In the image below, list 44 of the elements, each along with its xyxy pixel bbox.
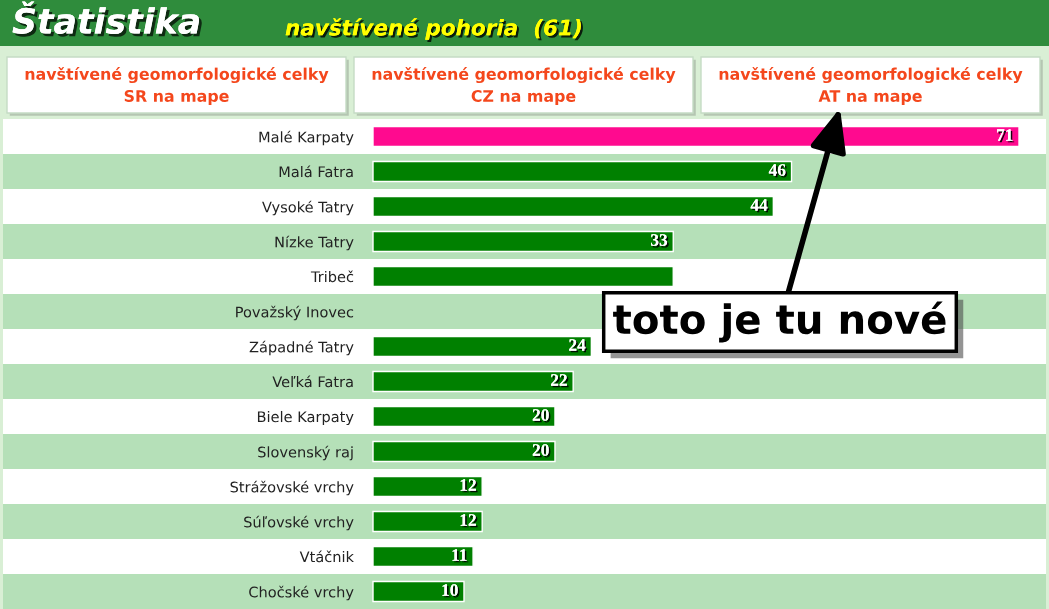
y-tick-label: Vtáčnik: [299, 550, 354, 563]
data-label: 44: [750, 199, 770, 213]
y-tick-label: Strážovské vrchy: [230, 480, 354, 496]
chart-title: Štatistika: [12, 1, 202, 37]
y-tick-label: Súľovské vrchy: [244, 515, 354, 531]
bar: [372, 405, 556, 428]
data-label: 20: [532, 444, 551, 458]
text: navštívené geomorfologické celky SR na mape: [25, 66, 329, 106]
data-label: 24: [569, 339, 588, 353]
text: navštívené geomorfologické celky AT na mape: [719, 66, 1023, 106]
y-tick-label: Považský Inovec: [236, 305, 354, 321]
bar: [372, 510, 483, 533]
y-tick-label: Veľká Fatra: [272, 375, 353, 388]
data-label: 71: [997, 129, 1015, 143]
y-tick-label: Biele Karpaty: [257, 410, 354, 426]
y-tick-label: Vysoké Tatry: [262, 200, 354, 216]
bar: [372, 545, 474, 568]
annotation: toto je tu nové: [613, 301, 946, 343]
y-tick-label: Malá Fatra: [279, 165, 353, 178]
data-label: 46: [768, 164, 788, 178]
bar: [372, 265, 674, 288]
bar: [372, 335, 593, 358]
data-label: 20: [532, 409, 551, 423]
y-tick-label: Tribeč: [310, 270, 354, 283]
data-label: 12: [460, 479, 478, 493]
data-label: 11: [452, 549, 469, 563]
chart-subtitle: navštívené pohoria (61): [285, 18, 583, 42]
bar: [372, 195, 775, 218]
data-label: 12: [460, 514, 478, 528]
bar: [372, 370, 574, 393]
data-label: 10: [442, 584, 460, 598]
bar: [372, 440, 556, 463]
bar: [372, 475, 483, 498]
data-label: 33: [650, 234, 669, 248]
text: navštívené geomorfologické celky CZ na mape: [372, 66, 676, 106]
y-tick-label: Slovenský raj: [258, 445, 353, 461]
bar: [372, 230, 674, 253]
data-label: 22: [550, 374, 569, 388]
y-tick-label: Nízke Tatry: [275, 235, 354, 251]
y-tick-label: Západné Tatry: [249, 340, 354, 356]
bar: [372, 580, 465, 603]
y-tick-label: Malé Karpaty: [259, 130, 354, 146]
y-tick-label: Chočské vrchy: [249, 585, 354, 601]
bar: [372, 160, 793, 183]
